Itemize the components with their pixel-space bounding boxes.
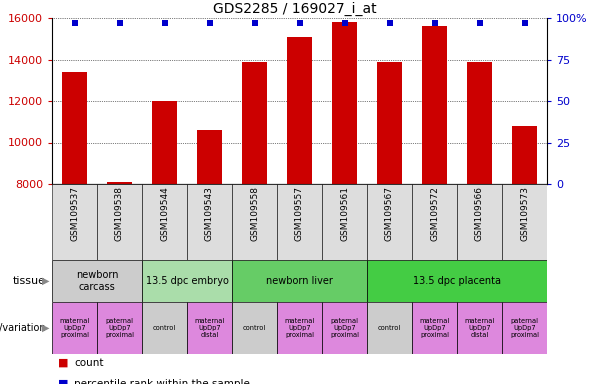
Text: GSM109566: GSM109566 <box>475 186 484 241</box>
Bar <box>152 101 177 184</box>
Bar <box>512 126 537 184</box>
Text: paternal
UpDp7
proximal: paternal UpDp7 proximal <box>105 318 134 338</box>
Point <box>70 20 79 26</box>
Point <box>430 20 439 26</box>
Bar <box>367 302 412 354</box>
Text: maternal
UpDp7
proximal: maternal UpDp7 proximal <box>284 318 315 338</box>
Text: maternal
UpDp7
distal: maternal UpDp7 distal <box>194 318 224 338</box>
Text: count: count <box>74 358 104 368</box>
Bar <box>242 61 267 184</box>
Bar <box>502 184 547 260</box>
Text: paternal
UpDp7
proximal: paternal UpDp7 proximal <box>330 318 359 338</box>
Text: ■: ■ <box>58 379 68 384</box>
Bar <box>457 184 502 260</box>
Bar <box>52 302 97 354</box>
Text: GSM109544: GSM109544 <box>160 186 169 241</box>
Text: tissue: tissue <box>13 276 46 286</box>
Bar <box>277 302 322 354</box>
Text: genotype/variation: genotype/variation <box>0 323 46 333</box>
Point <box>250 20 259 26</box>
Bar <box>367 260 547 302</box>
Point <box>294 20 304 26</box>
Text: GDS2285 / 169027_i_at: GDS2285 / 169027_i_at <box>213 2 376 16</box>
Bar <box>422 26 447 184</box>
Bar <box>232 260 367 302</box>
Text: newborn
carcass: newborn carcass <box>76 270 118 292</box>
Bar <box>332 22 357 184</box>
Text: newborn liver: newborn liver <box>266 276 333 286</box>
Text: percentile rank within the sample: percentile rank within the sample <box>74 379 250 384</box>
Text: control: control <box>378 325 401 331</box>
Text: GSM109561: GSM109561 <box>340 186 349 241</box>
Bar <box>97 302 142 354</box>
Bar <box>287 37 312 184</box>
Bar <box>322 184 367 260</box>
Text: maternal
UpDp7
proximal: maternal UpDp7 proximal <box>419 318 449 338</box>
Bar <box>62 72 87 184</box>
Point <box>519 20 529 26</box>
Bar <box>412 302 457 354</box>
Bar <box>377 61 402 184</box>
Bar <box>52 184 97 260</box>
Text: GSM109538: GSM109538 <box>115 186 124 241</box>
Bar <box>52 260 142 302</box>
Bar <box>232 302 277 354</box>
Text: control: control <box>153 325 176 331</box>
Text: ▶: ▶ <box>42 276 49 286</box>
Text: GSM109572: GSM109572 <box>430 186 439 241</box>
Point <box>340 20 349 26</box>
Bar <box>367 184 412 260</box>
Bar <box>457 302 502 354</box>
Point <box>475 20 484 26</box>
Text: paternal
UpDp7
proximal: paternal UpDp7 proximal <box>510 318 539 338</box>
Text: GSM109557: GSM109557 <box>295 186 304 241</box>
Bar <box>197 130 222 184</box>
Text: maternal
UpDp7
distal: maternal UpDp7 distal <box>464 318 495 338</box>
Text: GSM109537: GSM109537 <box>70 186 79 241</box>
Bar <box>502 302 547 354</box>
Point <box>205 20 214 26</box>
Bar <box>187 302 232 354</box>
Bar <box>97 184 142 260</box>
Bar <box>142 184 187 260</box>
Text: maternal
UpDp7
proximal: maternal UpDp7 proximal <box>59 318 90 338</box>
Bar <box>412 184 457 260</box>
Text: 13.5 dpc placenta: 13.5 dpc placenta <box>413 276 501 286</box>
Bar <box>107 182 132 184</box>
Bar <box>467 61 492 184</box>
Text: GSM109573: GSM109573 <box>520 186 529 241</box>
Text: 13.5 dpc embryo: 13.5 dpc embryo <box>145 276 229 286</box>
Bar <box>142 260 232 302</box>
Bar <box>277 184 322 260</box>
Text: GSM109543: GSM109543 <box>205 186 214 241</box>
Point <box>385 20 394 26</box>
Text: ■: ■ <box>58 358 68 368</box>
Point <box>160 20 169 26</box>
Point <box>115 20 124 26</box>
Text: control: control <box>243 325 266 331</box>
Text: ▶: ▶ <box>42 323 49 333</box>
Text: GSM109567: GSM109567 <box>385 186 394 241</box>
Bar <box>187 184 232 260</box>
Bar <box>142 302 187 354</box>
Text: GSM109558: GSM109558 <box>250 186 259 241</box>
Bar <box>322 302 367 354</box>
Bar <box>232 184 277 260</box>
